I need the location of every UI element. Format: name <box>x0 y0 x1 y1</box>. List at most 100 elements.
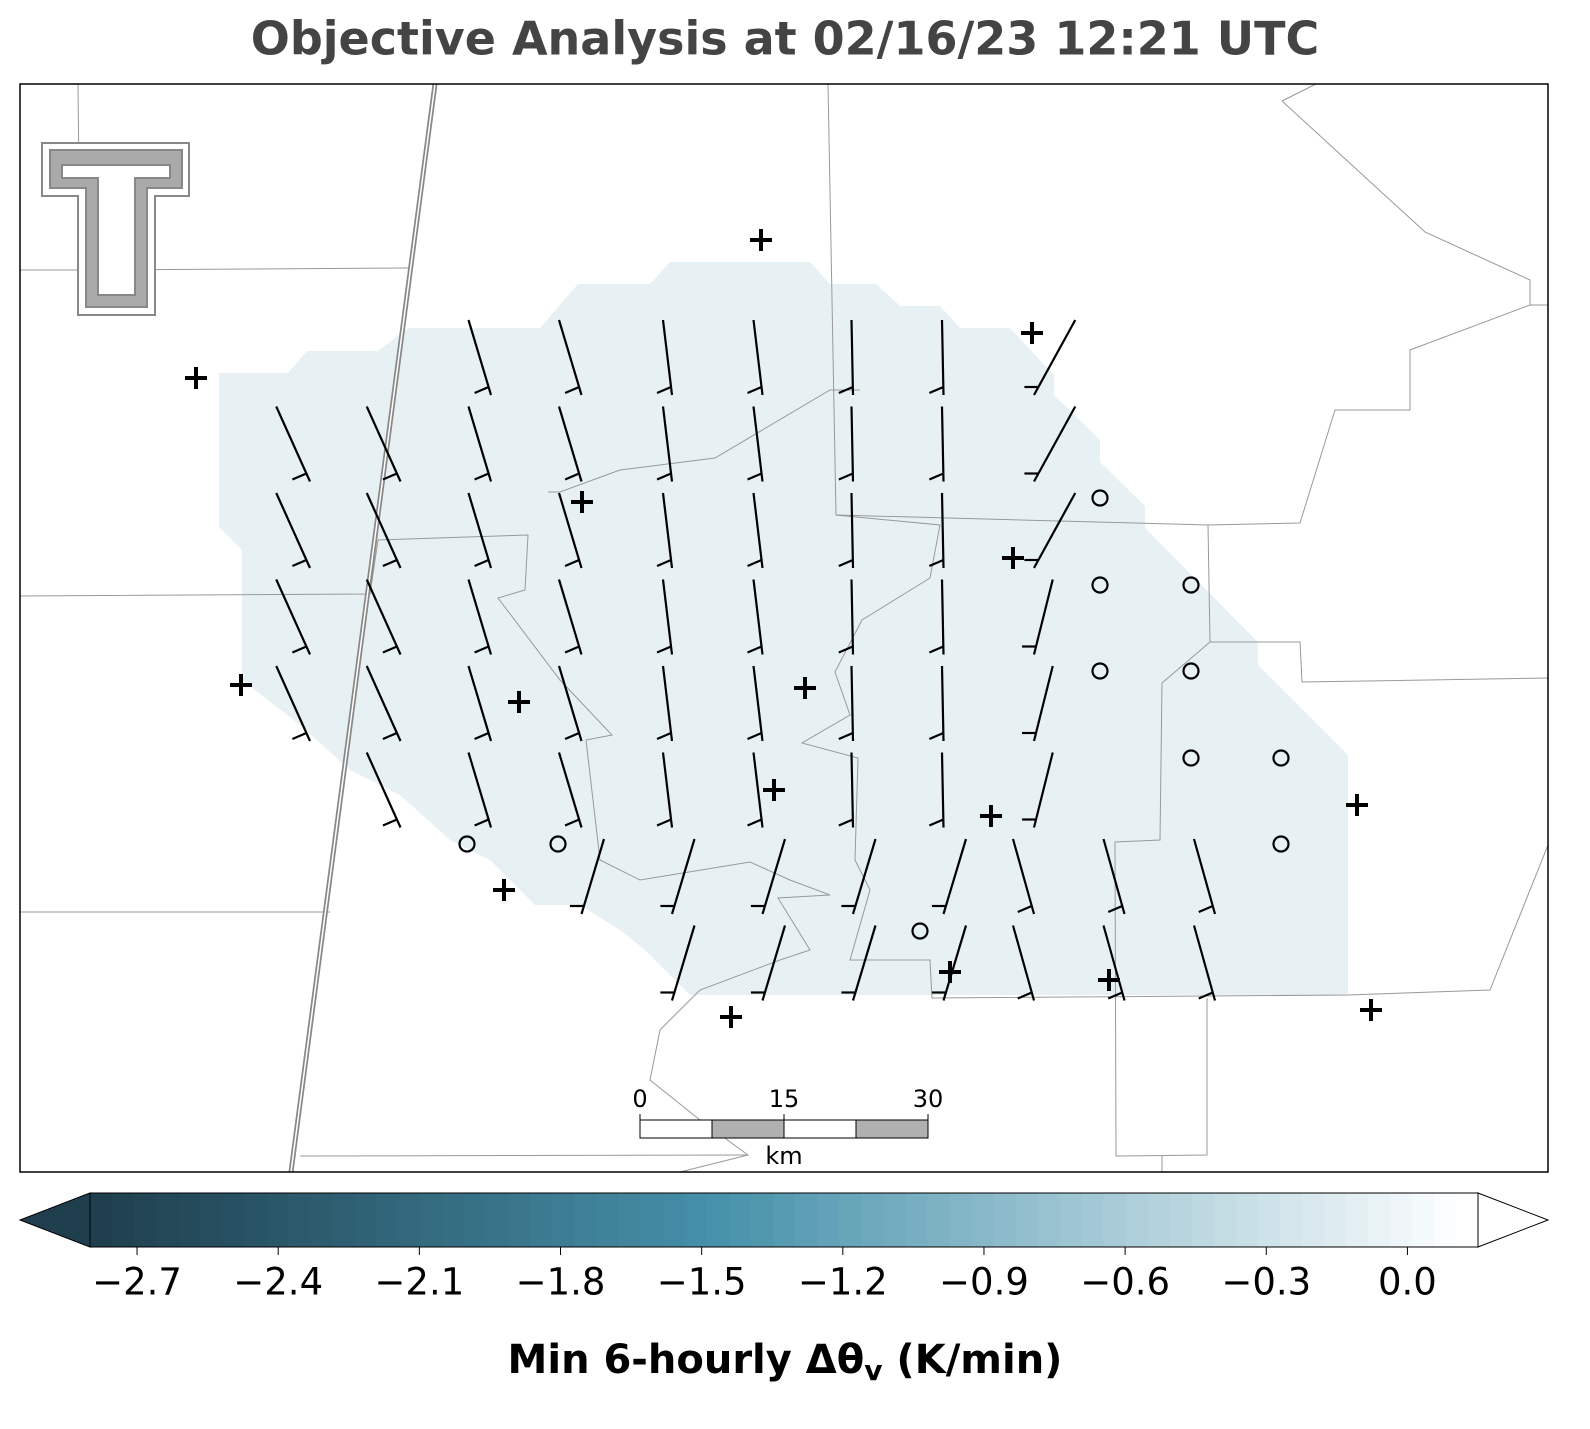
wind-barb-shaft <box>850 752 855 828</box>
station-plus <box>939 961 961 983</box>
wind-barb-shaft <box>1032 665 1054 742</box>
wind-barb-shaft <box>1011 838 1036 915</box>
colorbar-segment <box>728 1193 752 1247</box>
colorbar-segment <box>178 1193 201 1247</box>
station-calm <box>1272 749 1290 767</box>
wind-barb-shaft <box>752 406 764 482</box>
scale-bar-segment <box>711 1119 785 1139</box>
station-calm <box>1182 662 1200 680</box>
colorbar-segment <box>1323 1193 1347 1247</box>
wind-barb-shaft <box>661 319 674 396</box>
colorbar-segment <box>398 1193 422 1247</box>
wind-barb-shaft <box>661 752 674 828</box>
wind-barb-flag <box>382 472 398 481</box>
wind-barb-shaft <box>275 492 312 569</box>
station-calm <box>1091 662 1109 680</box>
wind-barb-flag <box>564 472 580 481</box>
wind-barb-shaft <box>1192 838 1217 915</box>
colorbar-frame <box>89 1192 1479 1248</box>
wind-barb-shaft <box>752 752 764 828</box>
wind-barb-flag <box>747 558 762 568</box>
wind-barb-flag <box>747 731 762 741</box>
station-calm <box>1272 835 1290 853</box>
wind-barb-flag <box>656 558 672 568</box>
colorbar-label-sub: v <box>864 1354 882 1387</box>
scale-bar-unit: km <box>765 1142 802 1170</box>
wind-barb-shaft <box>1033 319 1077 396</box>
wind-barb-shaft <box>1102 838 1126 915</box>
wind-barb-shaft <box>580 838 606 915</box>
wind-barb-flag <box>656 731 672 741</box>
wind-barb-flag <box>838 818 854 827</box>
colorbar-segment <box>1169 1193 1193 1247</box>
colorbar-segment <box>1147 1193 1171 1247</box>
station-plus <box>1346 794 1368 816</box>
wind-barb-flag <box>928 731 944 741</box>
wind-barb-flag <box>838 731 854 741</box>
wind-barb-flag <box>382 558 398 568</box>
scale-bar-segment <box>639 1119 713 1139</box>
wind-barb-flag <box>928 385 944 395</box>
wind-barb-shaft <box>1032 579 1054 655</box>
scale-bar-segment <box>855 1119 929 1139</box>
wind-barb-shaft <box>940 492 945 569</box>
wind-barb-shaft <box>940 406 945 482</box>
colorbar: −2.7 −2.4 −2.1 −1.8 −1.5 −1.2 −0.9 −0.6 −0.3 0.0 <box>18 1192 1550 1304</box>
colorbar-segment <box>530 1193 554 1247</box>
wind-barb-flag <box>291 645 307 654</box>
station-plus <box>230 674 252 696</box>
colorbar-segment <box>1367 1193 1391 1247</box>
colorbar-segment <box>244 1193 267 1247</box>
colorbar-segment <box>795 1193 818 1247</box>
colorbar-segment <box>310 1193 333 1247</box>
wind-barb-shaft <box>275 406 312 482</box>
wind-barb-flag <box>1017 991 1033 1000</box>
colorbar-segment <box>354 1193 378 1247</box>
title: Objective Analysis at 02/16/23 12:21 UTC <box>251 12 1320 66</box>
colorbar-segment <box>266 1193 289 1247</box>
wind-barb-flag <box>838 385 854 395</box>
wind-barb-flag <box>564 645 580 654</box>
wind-barb-flag <box>747 472 762 481</box>
colorbar-tick-label: −0.9 <box>939 1261 1029 1304</box>
wind-barb-shaft <box>940 752 945 828</box>
wind-barb-shaft <box>661 665 674 742</box>
wind-barb-shaft <box>557 319 583 396</box>
colorbar-label: Min 6-hourly Δθv (K/min) <box>508 1337 1063 1387</box>
station-plus <box>1098 969 1120 991</box>
station-calm <box>911 922 929 940</box>
wind-barb-shaft <box>850 579 855 655</box>
wind-barb-shaft <box>850 319 855 396</box>
colorbar-segment <box>640 1193 664 1247</box>
station-calm <box>1182 576 1200 594</box>
colorbar-segment <box>442 1193 466 1247</box>
colorbar-segment <box>1301 1193 1325 1247</box>
wind-barb-flag <box>564 558 580 568</box>
colorbar-extend-low <box>18 1192 91 1248</box>
wind-barb-shaft <box>365 406 402 482</box>
wind-barb-flag <box>564 385 580 395</box>
colorbar-segment <box>112 1193 135 1247</box>
wind-barb-shaft <box>761 925 787 1001</box>
colorbar-segment <box>1103 1193 1127 1247</box>
colorbar-extend-high <box>1477 1192 1550 1248</box>
wind-barb-shaft <box>752 665 764 742</box>
wind-barb-flag <box>1107 991 1123 1000</box>
analysis-shading <box>219 262 1348 995</box>
wind-barb-shaft <box>661 492 674 569</box>
colorbar-segment <box>1235 1193 1259 1247</box>
wind-barb-flag <box>1107 904 1123 914</box>
station-calm <box>1091 576 1109 594</box>
wind-barb-shaft <box>467 665 493 742</box>
wind-barb-shaft <box>275 579 312 655</box>
wind-barb-shaft <box>661 579 674 655</box>
station-plus <box>1360 999 1382 1021</box>
colorbar-tick-label: −0.3 <box>1221 1261 1311 1304</box>
wind-barb-shaft <box>752 492 764 569</box>
scale-bar-tick-label: 30 <box>913 1085 944 1113</box>
colorbar-tick-label: −1.2 <box>798 1261 888 1304</box>
colorbar-segment <box>1433 1193 1457 1247</box>
wind-barb-flag <box>382 731 398 741</box>
colorbar-segment <box>1081 1193 1105 1247</box>
